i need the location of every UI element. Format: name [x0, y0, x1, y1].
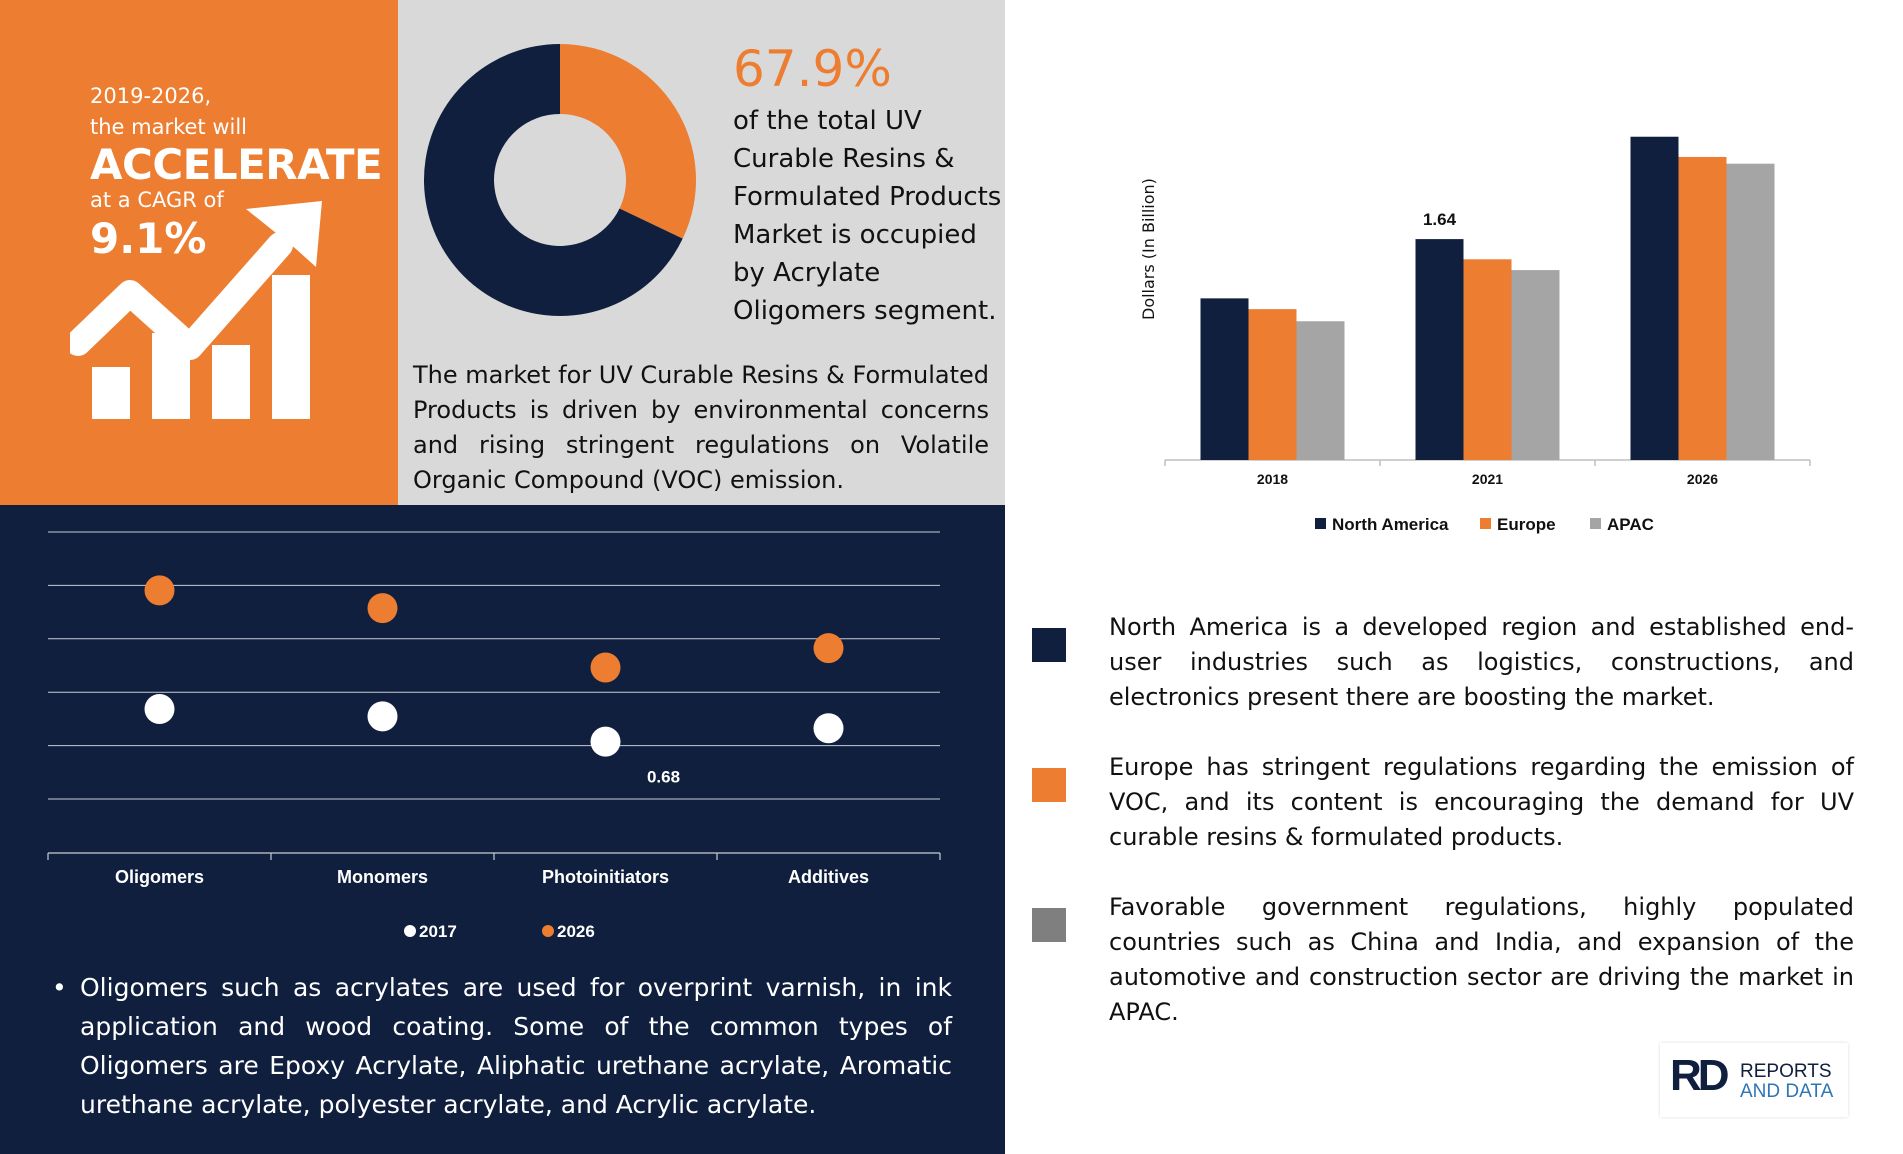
- region-text: North America is a developed region and …: [1109, 613, 1854, 711]
- oligomer-note: • Oligomers such as acrylates are used f…: [52, 968, 952, 1124]
- donut-slice: [424, 44, 683, 316]
- cagr-lead: the market will: [90, 115, 248, 139]
- region-text: Europe has stringent regulations regardi…: [1109, 753, 1854, 851]
- data-point: [144, 575, 175, 606]
- cagr-period: 2019-2026,: [90, 84, 212, 108]
- cagr-value: 9.1%: [90, 214, 207, 263]
- y-axis-label: Dollars (In Billion): [1139, 178, 1158, 320]
- x-tick-label: 2026: [1687, 471, 1718, 487]
- share-description: of the total UV Curable Resins & Formula…: [733, 106, 1002, 326]
- cagr-headline: ACCELERATE: [90, 140, 383, 189]
- x-tick-label: Oligomers: [115, 867, 204, 887]
- data-point: [813, 633, 844, 664]
- data-point: [367, 701, 398, 732]
- legend-marker: [542, 925, 554, 937]
- growth-chart-icon: [70, 201, 322, 419]
- legend-swatch: [1480, 518, 1491, 529]
- segment-dot-chart: Oligomers Monomers Photoinitiators Additive…: [47, 531, 941, 941]
- cagr-at-text: at a CAGR of: [90, 188, 224, 212]
- data-point: [590, 652, 621, 683]
- color-swatch: [1032, 908, 1066, 942]
- bar: [1678, 156, 1727, 460]
- market-driver-text: The market for UV Curable Resins & Formu…: [413, 361, 989, 494]
- legend-marker: [404, 925, 416, 937]
- legend-swatch: [1315, 518, 1326, 529]
- legend-label: 2017: [419, 922, 457, 941]
- logo-line-2: AND DATA: [1740, 1081, 1834, 1102]
- legend-label: Europe: [1497, 515, 1556, 534]
- reports-and-data-logo: RD REPORTS AND DATA: [1660, 1043, 1848, 1117]
- share-value: 67.9%: [733, 40, 892, 98]
- bar: [1200, 298, 1249, 460]
- legend-label: APAC: [1607, 515, 1654, 534]
- segment-panel: [0, 505, 1005, 1154]
- oligomer-note-text: Oligomers such as acrylates are used for…: [80, 973, 952, 1119]
- data-point: [144, 694, 175, 724]
- bar: [1296, 321, 1345, 460]
- bar: [1630, 136, 1679, 461]
- logo-letters: RD: [1670, 1051, 1730, 1100]
- cagr-panel: 2019-2026, the market will ACCELERATE at…: [0, 0, 398, 505]
- data-point: [367, 593, 398, 624]
- data-label: 0.68: [647, 768, 680, 787]
- share-donut-chart: [424, 44, 696, 316]
- x-tick-label: Monomers: [337, 867, 428, 887]
- bullet-icon: •: [52, 973, 67, 1002]
- bar: [1415, 239, 1464, 460]
- data-point: [813, 713, 844, 744]
- legend-swatch: [1590, 518, 1601, 529]
- data-point: [590, 726, 621, 757]
- bar: [1248, 309, 1297, 460]
- donut-slice: [560, 44, 696, 239]
- logo-line-1: REPORTS: [1740, 1061, 1832, 1082]
- region-text: Favorable government regulations, highly…: [1109, 893, 1854, 1026]
- color-swatch: [1032, 628, 1066, 662]
- legend-label: 2026: [557, 922, 595, 941]
- bar: [1511, 270, 1560, 460]
- color-swatch: [1032, 768, 1066, 802]
- bar: [1463, 259, 1512, 460]
- regional-bar-chart: 2018 2021 2026 1.64 Dollars (In Billion) Nort…: [1139, 136, 1811, 534]
- bar: [1726, 163, 1775, 460]
- x-tick-label: 2018: [1257, 471, 1288, 487]
- x-tick-label: 2021: [1472, 471, 1503, 487]
- data-label: 1.64: [1423, 210, 1457, 229]
- x-tick-label: Additives: [788, 867, 869, 887]
- legend-label: North America: [1332, 515, 1449, 534]
- x-tick-label: Photoinitiators: [542, 867, 669, 887]
